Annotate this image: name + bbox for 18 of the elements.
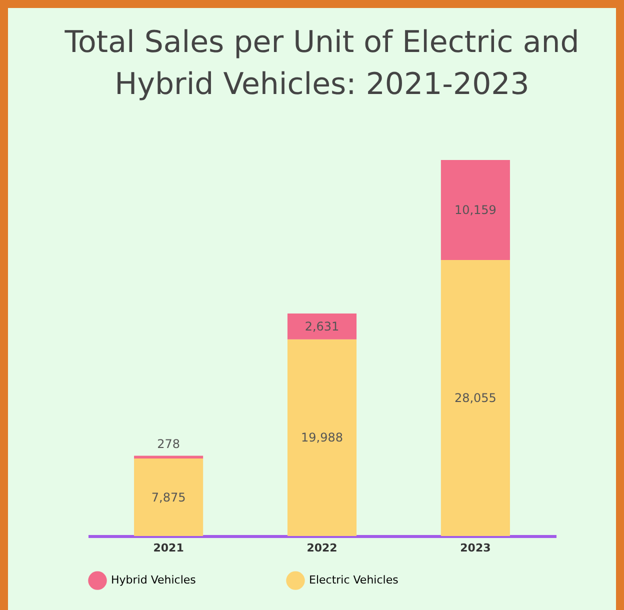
data-label: 10,159 xyxy=(454,202,496,217)
legend-label: Hybrid Vehicles xyxy=(111,574,196,587)
bar xyxy=(134,456,204,459)
x-tick-label: 2022 xyxy=(306,542,338,554)
chart-title: Total Sales per Unit of Electric and Hybrid Vehicles: 2021-2023 xyxy=(64,25,580,102)
x-tick-label: 2021 xyxy=(153,542,184,554)
bar xyxy=(440,160,510,260)
bar xyxy=(287,339,357,536)
data-label: 278 xyxy=(157,436,180,451)
data-label: 19,988 xyxy=(301,430,343,445)
legend-label: Electric Vehicles xyxy=(309,574,399,587)
data-label: 2,631 xyxy=(304,319,340,334)
x-tick-label: 2023 xyxy=(460,542,491,554)
bar xyxy=(287,313,357,340)
bar xyxy=(134,458,204,536)
data-label: 28,055 xyxy=(454,390,496,405)
data-label: 7,875 xyxy=(151,490,186,504)
bar xyxy=(440,260,510,536)
